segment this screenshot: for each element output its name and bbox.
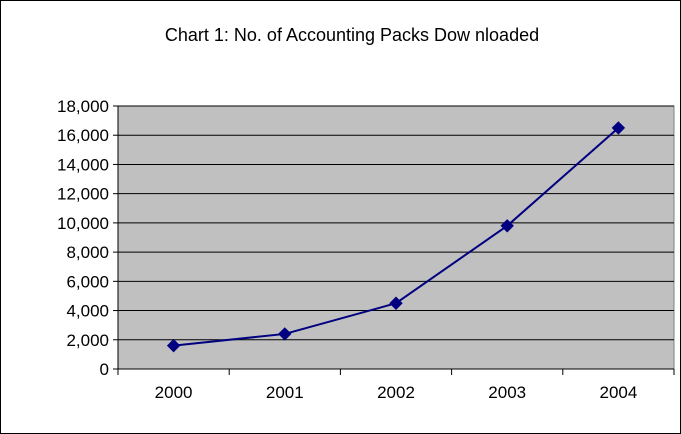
data-point-2003 [500, 219, 514, 233]
x-tick-label: 2001 [266, 383, 304, 402]
chart-title: Chart 1: No. of Accounting Packs Dow nlo… [165, 25, 539, 45]
data-point-2001 [278, 327, 292, 341]
data-point-2004 [611, 121, 626, 135]
x-tick-label: 2004 [599, 383, 637, 402]
x-tick-label: 2000 [155, 383, 193, 402]
x-axis-tick-labels: 2000 2001 2002 2003 2004 [155, 383, 638, 402]
y-tick-label: 6,000 [66, 272, 109, 291]
data-series [166, 121, 626, 353]
x-tick-label: 2003 [488, 383, 526, 402]
y-tick-label: 14,000 [57, 155, 109, 174]
x-tick-label: 2002 [377, 383, 415, 402]
axes [113, 105, 675, 375]
y-tick-label: 12,000 [57, 185, 109, 204]
y-tick-label: 16,000 [57, 126, 109, 145]
y-tick-label: 0 [100, 360, 109, 379]
data-point-2002 [389, 296, 403, 310]
plot-area [117, 105, 675, 370]
gridlines [118, 105, 674, 341]
y-tick-label: 2,000 [66, 331, 109, 350]
y-tick-label: 18,000 [57, 97, 109, 116]
y-tick-label: 4,000 [66, 302, 109, 321]
y-axis-tick-labels: 0 2,000 4,000 6,000 8,000 10,000 12,000 14,000 1… [57, 97, 109, 379]
data-point-2000 [166, 338, 181, 353]
y-tick-label: 10,000 [57, 214, 109, 233]
y-tick-label: 8,000 [66, 243, 109, 262]
